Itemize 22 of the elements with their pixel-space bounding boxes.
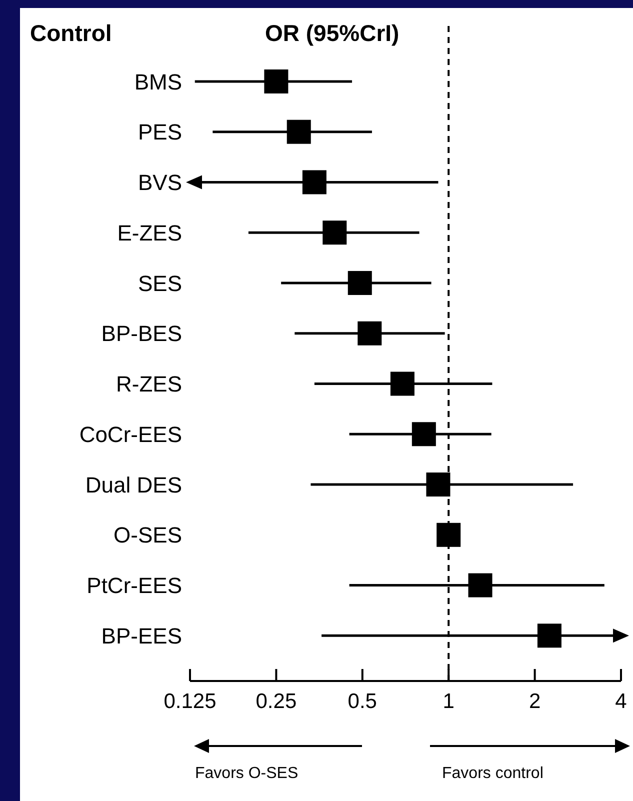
y-tick-label: PES [138, 120, 182, 145]
y-axis-title: Control [30, 20, 112, 47]
x-tick-label: 4 [615, 690, 628, 713]
y-tick-label: O-SES [114, 522, 182, 548]
x-tick-label: 0.5 [348, 690, 377, 713]
y-tick-label: SES [138, 270, 182, 296]
text: Favors O-SES [195, 765, 298, 783]
x-tick-label: 2 [528, 690, 541, 713]
y-tick-label: Dual DES [85, 472, 182, 498]
y-tick-label: R-ZES [116, 372, 182, 397]
y-tick-label: BP-BES [101, 321, 182, 346]
x-tick-label: 0.25 [256, 690, 297, 713]
y-tick-label: E-ZES [117, 220, 182, 246]
y-tick-label: PtCr-EES [86, 573, 182, 598]
y-tick-label: BVS [138, 170, 182, 196]
x-tick-label: 1 [442, 690, 454, 713]
text: Favors control [442, 765, 544, 783]
y-tick-label: CoCr-EES [79, 422, 182, 447]
y-tick-label: BP-EES [101, 623, 182, 648]
chart-title: OR (95%CrI) [265, 20, 400, 47]
y-tick-label: BMS [134, 69, 182, 94]
x-tick-label: 0.125 [164, 690, 216, 713]
